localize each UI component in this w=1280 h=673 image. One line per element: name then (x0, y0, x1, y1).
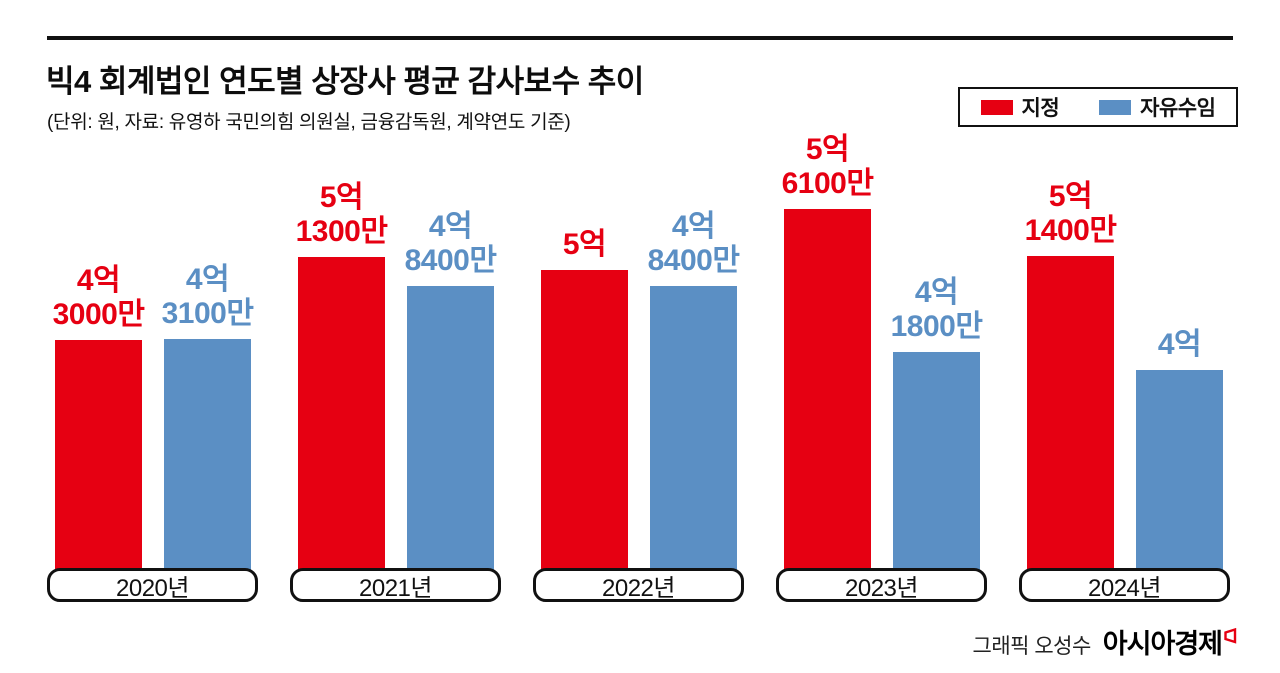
page-title: 빅4 회계법인 연도별 상장사 평균 감사보수 추이 (46, 64, 644, 99)
axis-label-2022: 2022년 (533, 568, 744, 602)
bar-jayusuim-2023 (893, 352, 980, 570)
bar-jayusuim-2020 (164, 339, 251, 570)
bar-jayusuim-2022 (650, 286, 737, 570)
bar-value-label-jayusuim-2023: 4억 1800만 (890, 276, 983, 343)
bar-jayusuim-2024 (1136, 370, 1223, 570)
legend-swatch-jayusuim (1099, 99, 1132, 115)
legend-label-jayusuim: 자유수임 (1140, 97, 1216, 120)
bar-jijeong-2023 (784, 209, 871, 570)
bar-value-label-jijeong-2022: 5억 (562, 228, 607, 261)
year-group-2020: 4억 3000만 4억 3100만 2020년 (47, 0, 258, 673)
bar-jijeong-2024 (1027, 256, 1114, 570)
chart-subtitle-source-note: (단위: 원, 자료: 유영하 국민의힘 의원실, 금융감독원, 계약연도 기준… (47, 112, 571, 133)
asiae-flag-logo-icon (1223, 627, 1237, 649)
bar-value-label-jayusuim-2021: 4억 8400만 (404, 210, 497, 277)
year-group-2023: 5억 6100만 4억 1800만 2023년 (776, 0, 987, 673)
year-group-2024: 5억 1400만 4억 2024년 (1019, 0, 1230, 673)
bar-jayusuim-2021 (407, 286, 494, 570)
axis-label-2021: 2021년 (290, 568, 501, 602)
bar-value-label-jijeong-2023: 5억 6100만 (781, 133, 874, 200)
legend-label-jijeong: 지정 (1021, 97, 1060, 120)
bar-value-label-jayusuim-2024: 4억 (1157, 328, 1202, 361)
chart-legend: 지정 자유수임 (958, 87, 1238, 127)
bar-value-label-jijeong-2021: 5억 1300만 (295, 181, 388, 248)
axis-label-2023: 2023년 (776, 568, 987, 602)
bar-value-label-jijeong-2020: 4억 3000만 (52, 264, 145, 331)
bar-jijeong-2022 (541, 270, 628, 570)
bar-jijeong-2020 (55, 340, 142, 570)
bar-value-label-jijeong-2024: 5억 1400만 (1024, 180, 1117, 247)
year-group-2022: 5억 4억 8400만 2022년 (533, 0, 744, 673)
axis-label-2024: 2024년 (1019, 568, 1230, 602)
brand-name: 아시아경제 (1102, 629, 1223, 659)
bar-value-label-jayusuim-2022: 4억 8400만 (647, 210, 740, 277)
bar-jijeong-2021 (298, 257, 385, 570)
year-group-2021: 5억 1300만 4억 8400만 2021년 (290, 0, 501, 673)
graphic-credit: 그래픽 오성수 (972, 635, 1092, 658)
bar-value-label-jayusuim-2020: 4억 3100만 (161, 263, 254, 330)
axis-label-2020: 2020년 (47, 568, 258, 602)
legend-swatch-jijeong (980, 99, 1013, 115)
footer-credit-line: 그래픽 오성수 아시아경제 (972, 622, 1237, 661)
top-rule (47, 36, 1233, 40)
